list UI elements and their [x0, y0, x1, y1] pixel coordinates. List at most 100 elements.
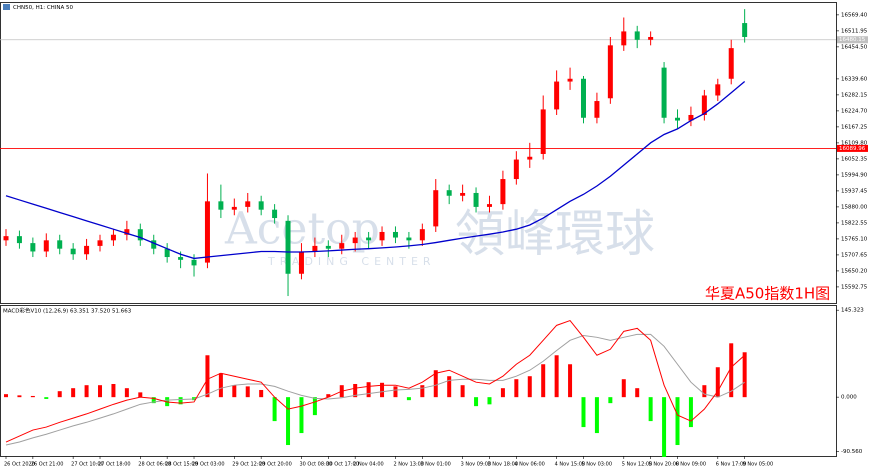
histogram-bar — [742, 352, 747, 398]
histogram-bar — [44, 397, 49, 399]
x-tick-label: 5 Nov 20:00 — [649, 462, 680, 468]
histogram-bar — [326, 394, 331, 398]
candle-body — [446, 190, 452, 196]
candle-body — [366, 237, 372, 241]
symbol-label: CHN50, H1: CHINA 50 — [13, 5, 74, 11]
x-tick-label: 6 Nov 09:00 — [676, 462, 707, 468]
candle-body — [486, 204, 492, 207]
histogram-bar — [299, 397, 304, 434]
histogram-bar — [487, 397, 492, 405]
candle-body — [392, 231, 398, 238]
candle-body — [567, 78, 573, 82]
histogram-bar — [460, 385, 465, 398]
histogram-bar — [648, 397, 653, 422]
moving-average — [5, 81, 746, 260]
x-tick-label: 5 Nov 12:00 — [622, 462, 653, 468]
y-tick-label: 15880.00 — [841, 204, 868, 210]
histogram-bar — [500, 388, 505, 398]
histogram-bar — [312, 397, 317, 416]
candle-body — [258, 201, 264, 210]
histogram-bar — [715, 367, 720, 398]
x-tick-label: 29 Oct 03:00 — [192, 462, 225, 468]
y-tick-label: 16339.60 — [841, 76, 868, 82]
histogram-bar — [581, 397, 586, 428]
histogram-bar — [111, 383, 116, 398]
candle-body — [272, 209, 278, 219]
chart-icon — [3, 4, 10, 10]
watermark-tagline: TRADING CENTER — [267, 255, 436, 268]
y-tick-label: 15822.55 — [841, 220, 868, 226]
histogram-bar — [178, 397, 183, 405]
candle-body — [688, 114, 694, 121]
x-tick-label: 28 Oct 06:00 — [138, 462, 171, 468]
histogram-bar — [366, 382, 371, 398]
histogram-bar — [635, 388, 640, 398]
candle-body — [634, 31, 640, 40]
x-tick-label: 26 Oct 2020 — [4, 462, 35, 468]
candle-body — [728, 48, 734, 79]
histogram-bar — [420, 385, 425, 398]
candle-body — [285, 220, 291, 274]
x-tick-label: 4 Nov 06:00 — [514, 462, 545, 468]
histogram-bar — [380, 382, 385, 398]
macd-title: MACD彩色V10 (12,26,9) 63.351 37.520 51.663 — [3, 307, 132, 315]
candle-body — [218, 201, 224, 210]
y-tick-label: 16109.80 — [841, 140, 868, 146]
x-tick-label: 9 Nov 05:00 — [743, 462, 774, 468]
y-tick-label: 16224.70 — [841, 108, 868, 114]
candle-body — [124, 229, 130, 235]
x-tick-label: 27 Oct 18:00 — [98, 462, 131, 468]
histogram-bar — [474, 397, 479, 407]
x-tick-label: 29 Oct 20:00 — [259, 462, 292, 468]
candle-body — [191, 259, 197, 266]
price-line-tag — [837, 144, 868, 152]
watermark: Acetop 領峰環球 TRADING CENTER — [224, 204, 655, 269]
candle-body — [513, 159, 519, 180]
y-tick-label: 0.000 — [841, 395, 857, 401]
y-tick-label: 16511.95 — [841, 28, 868, 34]
histogram-bar — [138, 392, 143, 398]
x-tick-label: 29 Oct 12:00 — [232, 462, 265, 468]
histogram-bar — [30, 395, 35, 398]
histogram-bar — [541, 364, 546, 398]
candle-body — [312, 245, 318, 252]
histogram-bar — [286, 397, 291, 446]
candle-body — [742, 23, 748, 37]
candle-body — [178, 257, 184, 260]
candle-body — [97, 240, 103, 246]
macd-panel — [0, 305, 837, 457]
y-tick-label: 15592.75 — [841, 284, 868, 290]
x-tick-label: 27 Oct 10:00 — [71, 462, 104, 468]
candle-body — [151, 240, 157, 249]
candle-body — [460, 192, 466, 196]
histogram-bar — [272, 397, 277, 422]
y-tick-label: 15765.10 — [841, 236, 868, 242]
y-tick-label: 15937.45 — [841, 188, 868, 194]
y-tick-label: 16569.40 — [841, 12, 868, 18]
histogram-bar — [4, 394, 8, 398]
x-tick-label: 2 Nov 04:00 — [353, 462, 384, 468]
candle-body — [594, 101, 600, 118]
histogram-bar — [433, 370, 438, 398]
candle-body — [231, 206, 237, 210]
candle-body — [607, 45, 613, 99]
x-tick-label: 4 Nov 15:00 — [555, 462, 586, 468]
histogram-bar — [447, 376, 452, 398]
x-tick-label: 28 Oct 15:00 — [165, 462, 198, 468]
histogram-bar — [729, 343, 734, 398]
candle-body — [30, 243, 36, 252]
candle-body — [57, 240, 63, 249]
y-tick-label: 15994.90 — [841, 172, 868, 178]
histogram-bar — [688, 397, 693, 428]
candle-body — [339, 243, 345, 249]
y-tick-label: -90.560 — [841, 449, 863, 455]
x-tick-label: 5 Nov 03:00 — [581, 462, 612, 468]
candle-body — [419, 229, 425, 241]
x-tick-label: 3 Nov 18:00 — [487, 462, 518, 468]
candle-body — [540, 109, 546, 154]
y-tick-label: 145.323 — [841, 308, 864, 314]
candle-body — [84, 245, 90, 255]
candle-body — [701, 95, 707, 115]
signal-line — [5, 333, 745, 446]
